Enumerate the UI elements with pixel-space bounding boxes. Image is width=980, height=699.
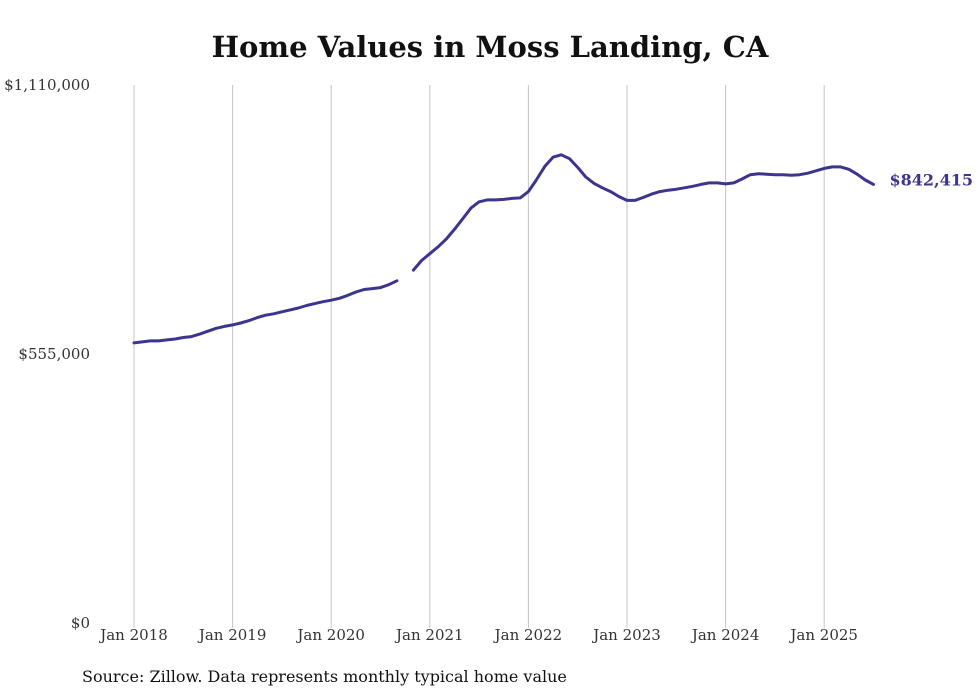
end-value-label-group: $842,415 xyxy=(890,170,974,189)
x-tick-label: Jan 2020 xyxy=(295,626,365,644)
x-tick-label: Jan 2022 xyxy=(493,626,563,644)
x-tick-label: Jan 2025 xyxy=(788,626,858,644)
vertical-grid xyxy=(133,85,825,628)
x-tick-label: Jan 2023 xyxy=(591,626,661,644)
end-value-label: $842,415 xyxy=(890,170,974,189)
x-tick-label: Jan 2021 xyxy=(394,626,464,644)
y-tick-label: $0 xyxy=(71,614,90,632)
series-line-segment xyxy=(132,279,399,345)
source-note: Source: Zillow. Data represents monthly … xyxy=(82,667,567,686)
series-line xyxy=(132,153,875,345)
x-tick-label: Jan 2018 xyxy=(98,626,168,644)
y-tick-label: $1,110,000 xyxy=(4,76,90,94)
y-axis-ticks: $0 $555,000 $1,110,000 xyxy=(4,76,90,632)
chart-title: Home Values in Moss Landing, CA xyxy=(211,30,769,64)
x-tick-label: Jan 2024 xyxy=(690,626,760,644)
x-axis-ticks: Jan 2018 Jan 2019 Jan 2020 Jan 2021 Jan 2022… xyxy=(98,626,858,644)
y-tick-label: $555,000 xyxy=(18,345,90,363)
series-line-segment xyxy=(411,153,875,272)
x-tick-label: Jan 2019 xyxy=(197,626,267,644)
